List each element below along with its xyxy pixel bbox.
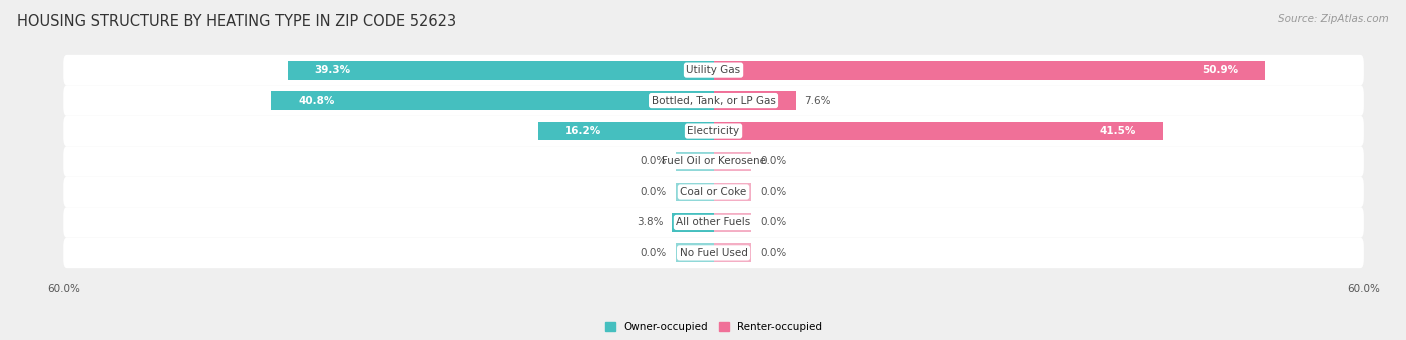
Text: 0.0%: 0.0% bbox=[641, 187, 666, 197]
Text: 0.0%: 0.0% bbox=[641, 248, 666, 258]
Text: 0.0%: 0.0% bbox=[761, 156, 786, 167]
Bar bbox=[288, 61, 713, 80]
Bar bbox=[713, 183, 751, 201]
Legend: Owner-occupied, Renter-occupied: Owner-occupied, Renter-occupied bbox=[605, 322, 823, 332]
FancyBboxPatch shape bbox=[63, 238, 1364, 268]
Text: Fuel Oil or Kerosene: Fuel Oil or Kerosene bbox=[662, 156, 765, 167]
FancyBboxPatch shape bbox=[63, 116, 1364, 146]
Text: Coal or Coke: Coal or Coke bbox=[681, 187, 747, 197]
Text: 0.0%: 0.0% bbox=[761, 187, 786, 197]
Text: 40.8%: 40.8% bbox=[298, 96, 335, 105]
Text: HOUSING STRUCTURE BY HEATING TYPE IN ZIP CODE 52623: HOUSING STRUCTURE BY HEATING TYPE IN ZIP… bbox=[17, 14, 456, 29]
Text: 0.0%: 0.0% bbox=[761, 248, 786, 258]
Bar bbox=[713, 91, 796, 110]
Bar bbox=[676, 183, 713, 201]
Text: 41.5%: 41.5% bbox=[1099, 126, 1136, 136]
FancyBboxPatch shape bbox=[63, 207, 1364, 238]
Bar bbox=[713, 152, 751, 171]
Bar bbox=[713, 61, 1265, 80]
Text: 16.2%: 16.2% bbox=[565, 126, 602, 136]
Text: 0.0%: 0.0% bbox=[761, 218, 786, 227]
Text: 7.6%: 7.6% bbox=[804, 96, 831, 105]
Text: All other Fuels: All other Fuels bbox=[676, 218, 751, 227]
FancyBboxPatch shape bbox=[63, 85, 1364, 116]
Text: No Fuel Used: No Fuel Used bbox=[679, 248, 748, 258]
Text: 3.8%: 3.8% bbox=[637, 218, 664, 227]
Text: Bottled, Tank, or LP Gas: Bottled, Tank, or LP Gas bbox=[651, 96, 776, 105]
FancyBboxPatch shape bbox=[63, 146, 1364, 177]
Bar bbox=[672, 213, 713, 232]
Bar bbox=[676, 152, 713, 171]
Bar bbox=[713, 243, 751, 262]
Text: 0.0%: 0.0% bbox=[641, 156, 666, 167]
Bar bbox=[676, 243, 713, 262]
FancyBboxPatch shape bbox=[63, 177, 1364, 207]
Bar bbox=[713, 213, 751, 232]
Text: 39.3%: 39.3% bbox=[315, 65, 352, 75]
Text: Utility Gas: Utility Gas bbox=[686, 65, 741, 75]
Bar bbox=[271, 91, 713, 110]
Bar bbox=[713, 122, 1163, 140]
Text: Electricity: Electricity bbox=[688, 126, 740, 136]
Bar bbox=[538, 122, 713, 140]
Text: 50.9%: 50.9% bbox=[1202, 65, 1239, 75]
Text: Source: ZipAtlas.com: Source: ZipAtlas.com bbox=[1278, 14, 1389, 23]
FancyBboxPatch shape bbox=[63, 55, 1364, 85]
